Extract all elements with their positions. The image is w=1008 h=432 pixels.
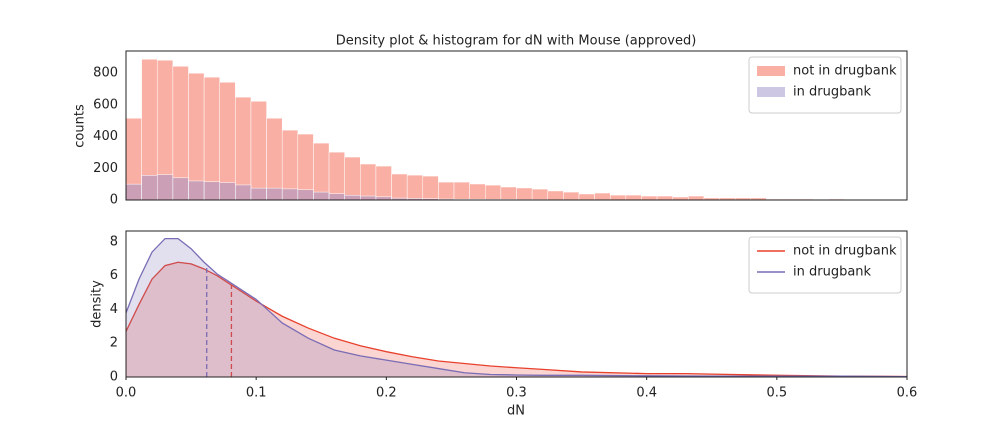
histogram-bar (344, 156, 361, 201)
histogram-bar (453, 181, 470, 201)
legend-label: not in drugbank (793, 64, 897, 79)
histogram-bar (141, 175, 158, 201)
density-area (126, 238, 907, 377)
y-tick-label: 0 (110, 193, 118, 208)
legend-label: in drugbank (793, 85, 872, 100)
y-tick-label: 200 (93, 161, 118, 176)
x-tick-label: 0.2 (376, 386, 397, 401)
histogram-bar (313, 191, 330, 201)
histogram-bar (297, 189, 314, 201)
x-tick-label: 0.6 (897, 386, 918, 401)
histogram-bar (688, 195, 705, 201)
histogram-bar (250, 187, 267, 201)
y-tick-label: 8 (110, 234, 118, 249)
chart-title: Density plot & histogram for dN with Mou… (336, 34, 697, 49)
histogram-bar (438, 181, 455, 201)
histogram-bar (578, 193, 595, 201)
histogram-bar (156, 174, 174, 201)
plot-frame (125, 50, 908, 201)
density-area (126, 262, 907, 377)
histogram-bar (360, 195, 377, 201)
histogram-bar (328, 193, 345, 201)
legend-swatch (757, 87, 785, 97)
histogram-bar (594, 192, 611, 201)
histogram-bar (641, 195, 658, 201)
y-tick-label: 400 (93, 129, 118, 144)
legend-swatch (757, 66, 785, 76)
y-tick-label: 800 (93, 66, 118, 81)
y-tick-label: 600 (93, 97, 118, 112)
y-tick-label: 4 (110, 302, 118, 317)
histogram-bar (328, 151, 345, 201)
density-line (125, 261, 908, 378)
x-tick-label: 0.5 (766, 386, 787, 401)
legend-label: in drugbank (793, 265, 872, 280)
legend-box (748, 236, 902, 294)
histogram-bar (266, 117, 283, 201)
histogram-bar (250, 100, 267, 201)
histogram-bar (360, 163, 377, 201)
histogram-bar (531, 188, 548, 201)
x-tick-label: 0.4 (636, 386, 657, 401)
x-tick-label: 0.0 (116, 386, 137, 401)
histogram-bar (406, 174, 424, 201)
histogram-bar (172, 177, 189, 201)
y-axis-label: counts (73, 104, 88, 148)
histogram-bar (516, 187, 533, 201)
x-axis-label: dN (507, 404, 525, 419)
density-line (125, 237, 908, 378)
histogram-bar (469, 183, 486, 201)
x-tick-label: 0.1 (246, 386, 267, 401)
histogram-bar (219, 182, 236, 201)
histogram-bar (266, 187, 283, 201)
histogram-bar (625, 194, 642, 201)
histogram-bar (375, 165, 392, 201)
histogram-bar (547, 190, 564, 201)
histogram-bar (485, 184, 502, 201)
histogram-bar (313, 142, 330, 201)
histogram-bar (125, 183, 142, 201)
histogram-bar (609, 194, 627, 201)
plot-frame (125, 230, 908, 378)
histogram-bar (281, 188, 299, 201)
histogram-bar (563, 191, 580, 201)
histogram-bar (391, 173, 408, 201)
legend-label: not in drugbank (793, 244, 897, 259)
histogram-bar (422, 175, 439, 201)
y-tick-label: 2 (110, 336, 118, 351)
histogram-bar (203, 181, 220, 201)
histogram-bar (235, 96, 252, 201)
y-tick-label: 0 (110, 370, 118, 385)
histogram-bar (656, 195, 673, 201)
legend-box (748, 56, 902, 114)
histogram-bar (500, 186, 517, 201)
histogram-bar (235, 184, 252, 201)
histogram-bar (344, 194, 361, 201)
x-tick-label: 0.3 (506, 386, 527, 401)
histogram-bar (188, 180, 205, 201)
y-tick-label: 6 (110, 268, 118, 283)
y-axis-label: density (90, 280, 105, 328)
